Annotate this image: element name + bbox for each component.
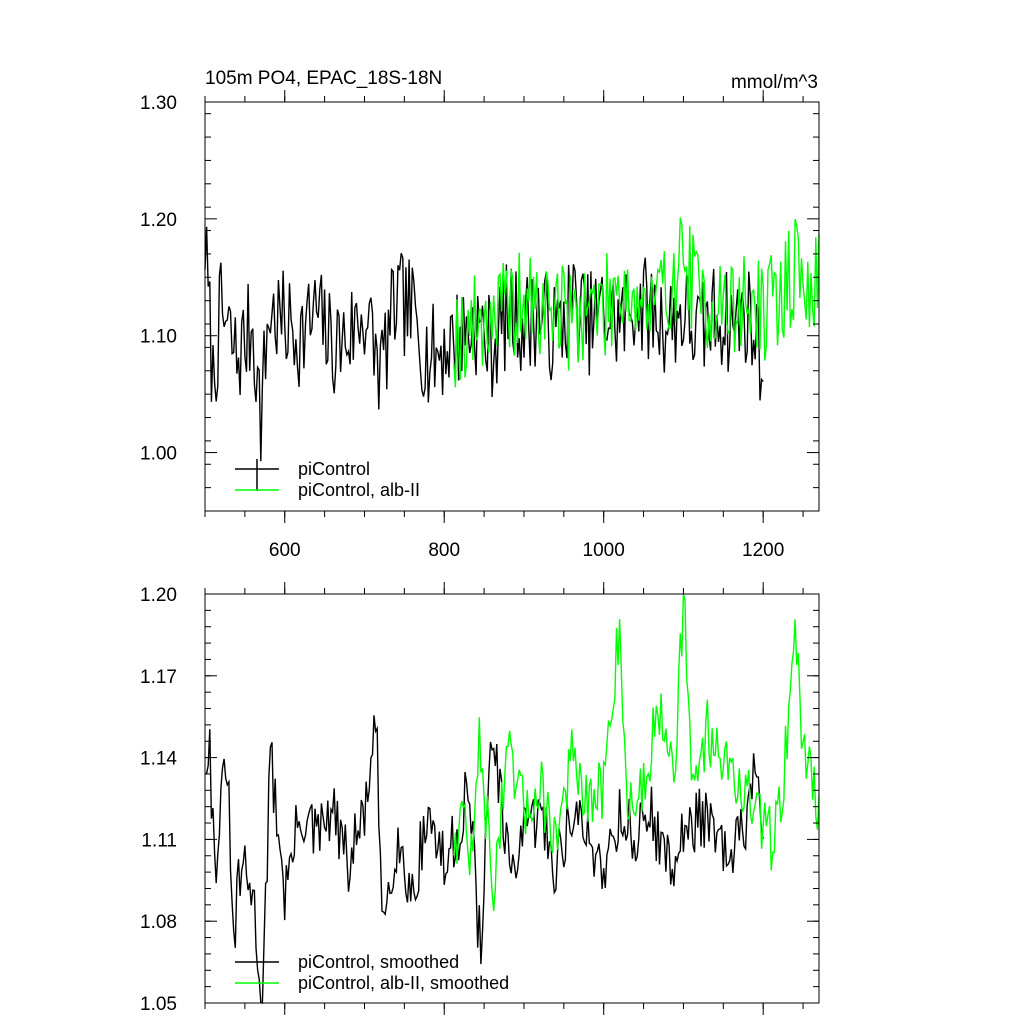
top-plot-frame [204,101,820,512]
top-series-group [204,217,820,462]
bottom-ytick-label: 1.11 [141,830,177,851]
bottom-legend-label-picontrol: piControl, smoothed [298,952,459,972]
top-legend-label-alb: piControl, alb-II [298,480,420,500]
top-panel: 105m PO4, EPAC_18S-18N mmol/m^3 1.00 1.10… [140,68,820,561]
bottom-ytick-label: 1.14 [140,749,177,770]
top-ytick-label: 1.20 [140,210,177,231]
top-ytick-label: 1.30 [140,93,177,114]
bottom-axis-ticks: 1.05 1.08 1.11 1.14 1.17 1.20 [140,582,819,1015]
bottom-ytick-label: 1.08 [140,912,177,933]
bottom-ytick-label: 1.17 [140,667,177,688]
top-xtick-label: 800 [428,540,460,561]
bottom-series-line-1 [453,593,820,912]
bottom-ytick-label: 1.05 [140,994,177,1015]
top-axis-ticks: 1.00 1.10 1.20 1.30 600 800 1000 1200 [140,90,819,561]
top-legend: piControl piControl, alb-II [235,459,420,500]
top-units: mmol/m^3 [731,72,818,93]
bottom-plot-frame [204,593,820,1004]
top-xtick-label: 1200 [742,540,784,561]
top-title: 105m PO4, EPAC_18S-18N [205,68,442,89]
top-legend-label-picontrol: piControl [298,459,370,479]
bottom-series-group [204,593,820,1004]
top-ytick-label: 1.00 [140,444,177,465]
bottom-panel: 1.05 1.08 1.11 1.14 1.17 1.20 piControl, smoo… [140,582,820,1015]
top-xtick-label: 600 [269,540,301,561]
bottom-legend-label-alb: piControl, alb-II, smoothed [298,973,509,993]
bottom-legend: piControl, smoothed piControl, alb-II, s… [235,952,509,993]
bottom-series-line-0 [204,715,764,1004]
bottom-ytick-label: 1.20 [140,585,177,606]
top-series-line-1 [453,217,820,388]
top-xtick-label: 1000 [583,540,625,561]
top-ytick-label: 1.10 [140,327,177,348]
